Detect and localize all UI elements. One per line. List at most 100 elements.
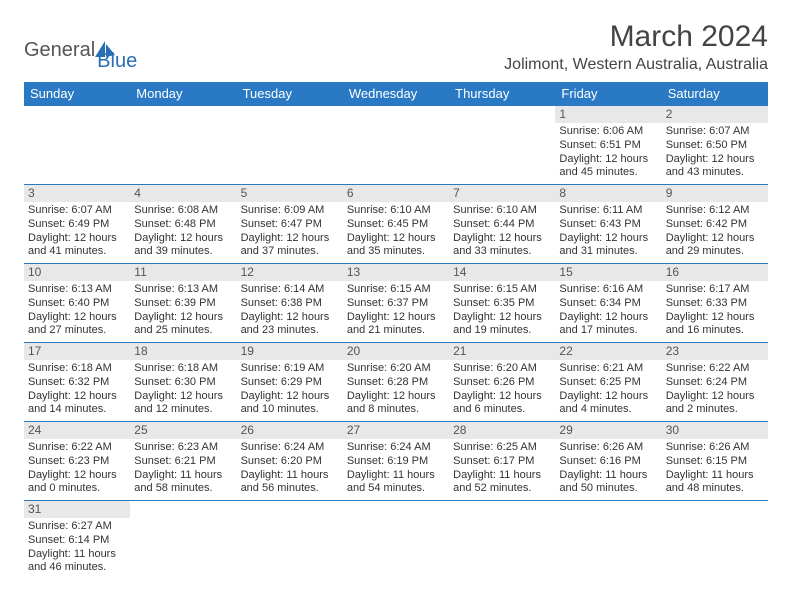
day-sunrise: Sunrise: 6:07 AM (28, 204, 126, 218)
calendar-cell: 4Sunrise: 6:08 AMSunset: 6:48 PMDaylight… (130, 185, 236, 264)
day-number: 21 (449, 343, 555, 360)
day-day2: and 52 minutes. (453, 482, 551, 496)
day-day2: and 14 minutes. (28, 403, 126, 417)
day-sunset: Sunset: 6:48 PM (134, 218, 232, 232)
day-day1: Daylight: 12 hours (666, 232, 764, 246)
day-day2: and 56 minutes. (241, 482, 339, 496)
calendar-cell: 31Sunrise: 6:27 AMSunset: 6:14 PMDayligh… (24, 501, 130, 580)
day-day1: Daylight: 12 hours (559, 232, 657, 246)
day-sunrise: Sunrise: 6:16 AM (559, 283, 657, 297)
day-sunset: Sunset: 6:34 PM (559, 297, 657, 311)
day-sunrise: Sunrise: 6:18 AM (28, 362, 126, 376)
day-number: 22 (555, 343, 661, 360)
calendar-cell (662, 501, 768, 580)
day-sunset: Sunset: 6:28 PM (347, 376, 445, 390)
day-day1: Daylight: 12 hours (559, 153, 657, 167)
weekday-header: Monday (130, 82, 236, 106)
day-sunset: Sunset: 6:47 PM (241, 218, 339, 232)
day-number: 5 (237, 185, 343, 202)
day-sunrise: Sunrise: 6:26 AM (559, 441, 657, 455)
day-sunrise: Sunrise: 6:20 AM (453, 362, 551, 376)
calendar-cell: 28Sunrise: 6:25 AMSunset: 6:17 PMDayligh… (449, 422, 555, 501)
day-day2: and 2 minutes. (666, 403, 764, 417)
calendar-cell: . (237, 106, 343, 185)
calendar-cell: 5 Sunrise: 6:09 AMSunset: 6:47 PMDaylight… (237, 185, 343, 264)
day-sunset: Sunset: 6:33 PM (666, 297, 764, 311)
day-number: 25 (130, 422, 236, 439)
day-sunset: Sunset: 6:40 PM (28, 297, 126, 311)
day-day1: Daylight: 12 hours (666, 311, 764, 325)
day-sunrise: Sunrise: 6:13 AM (134, 283, 232, 297)
day-sunrise: Sunrise: 6:15 AM (347, 283, 445, 297)
day-day1: Daylight: 12 hours (453, 311, 551, 325)
day-day2: and 16 minutes. (666, 324, 764, 338)
day-sunset: Sunset: 6:15 PM (666, 455, 764, 469)
day-day1: Daylight: 12 hours (347, 232, 445, 246)
calendar-cell: . (343, 106, 449, 185)
day-day1: Daylight: 12 hours (666, 390, 764, 404)
weekday-header: Tuesday (237, 82, 343, 106)
day-day1: Daylight: 12 hours (559, 390, 657, 404)
calendar-cell: 9Sunrise: 6:12 AMSunset: 6:42 PMDaylight… (662, 185, 768, 264)
day-sunrise: Sunrise: 6:23 AM (134, 441, 232, 455)
day-day2: and 12 minutes. (134, 403, 232, 417)
day-sunset: Sunset: 6:42 PM (666, 218, 764, 232)
day-sunrise: Sunrise: 6:14 AM (241, 283, 339, 297)
day-day2: and 21 minutes. (347, 324, 445, 338)
day-sunrise: Sunrise: 6:09 AM (241, 204, 339, 218)
day-sunrise: Sunrise: 6:07 AM (666, 125, 764, 139)
day-day2: and 29 minutes. (666, 245, 764, 259)
calendar-cell: 8Sunrise: 6:11 AMSunset: 6:43 PMDaylight… (555, 185, 661, 264)
day-sunset: Sunset: 6:37 PM (347, 297, 445, 311)
day-number: 10 (24, 264, 130, 281)
day-day2: and 33 minutes. (453, 245, 551, 259)
day-day2: and 19 minutes. (453, 324, 551, 338)
day-number: 14 (449, 264, 555, 281)
calendar-cell (130, 501, 236, 580)
day-day1: Daylight: 11 hours (134, 469, 232, 483)
day-day1: Daylight: 12 hours (241, 232, 339, 246)
weekday-header: Wednesday (343, 82, 449, 106)
calendar-cell: 20Sunrise: 6:20 AMSunset: 6:28 PMDayligh… (343, 343, 449, 422)
day-day2: and 31 minutes. (559, 245, 657, 259)
day-number: 27 (343, 422, 449, 439)
day-day1: Daylight: 12 hours (134, 390, 232, 404)
day-day2: and 4 minutes. (559, 403, 657, 417)
day-day1: Daylight: 12 hours (28, 232, 126, 246)
day-day1: Daylight: 12 hours (28, 311, 126, 325)
day-sunrise: Sunrise: 6:13 AM (28, 283, 126, 297)
day-number: 7 (449, 185, 555, 202)
day-day1: Daylight: 12 hours (666, 153, 764, 167)
day-day2: and 35 minutes. (347, 245, 445, 259)
calendar-cell: 23Sunrise: 6:22 AMSunset: 6:24 PMDayligh… (662, 343, 768, 422)
day-sunset: Sunset: 6:44 PM (453, 218, 551, 232)
day-day2: and 39 minutes. (134, 245, 232, 259)
calendar-cell: 25Sunrise: 6:23 AMSunset: 6:21 PMDayligh… (130, 422, 236, 501)
calendar-cell: 19Sunrise: 6:19 AMSunset: 6:29 PMDayligh… (237, 343, 343, 422)
day-number: 30 (662, 422, 768, 439)
logo: General Blue (24, 28, 137, 73)
day-sunset: Sunset: 6:25 PM (559, 376, 657, 390)
day-day2: and 0 minutes. (28, 482, 126, 496)
day-day2: and 8 minutes. (347, 403, 445, 417)
day-sunrise: Sunrise: 6:12 AM (666, 204, 764, 218)
day-number: 3 (24, 185, 130, 202)
calendar-cell: 7Sunrise: 6:10 AMSunset: 6:44 PMDaylight… (449, 185, 555, 264)
day-number: 6 (343, 185, 449, 202)
day-sunset: Sunset: 6:20 PM (241, 455, 339, 469)
day-day1: Daylight: 11 hours (241, 469, 339, 483)
page-title: March 2024 (504, 20, 768, 54)
day-number: 13 (343, 264, 449, 281)
day-sunset: Sunset: 6:26 PM (453, 376, 551, 390)
day-sunrise: Sunrise: 6:18 AM (134, 362, 232, 376)
day-day1: Daylight: 11 hours (453, 469, 551, 483)
day-sunset: Sunset: 6:23 PM (28, 455, 126, 469)
day-sunset: Sunset: 6:30 PM (134, 376, 232, 390)
day-sunrise: Sunrise: 6:10 AM (347, 204, 445, 218)
day-number: 8 (555, 185, 661, 202)
day-sunrise: Sunrise: 6:19 AM (241, 362, 339, 376)
day-sunrise: Sunrise: 6:25 AM (453, 441, 551, 455)
calendar-cell: 21Sunrise: 6:20 AMSunset: 6:26 PMDayligh… (449, 343, 555, 422)
calendar-cell: 29Sunrise: 6:26 AMSunset: 6:16 PMDayligh… (555, 422, 661, 501)
day-day1: Daylight: 12 hours (453, 232, 551, 246)
